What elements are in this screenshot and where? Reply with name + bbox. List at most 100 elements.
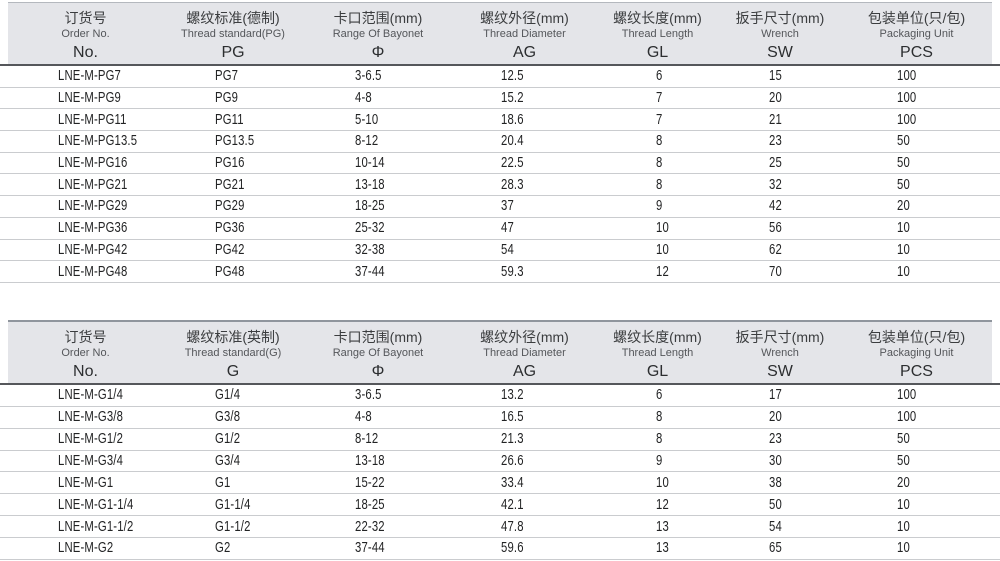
cell-value: 13 [656, 518, 669, 535]
table-cell: PG7 [163, 66, 303, 87]
cell-value: 10 [897, 241, 910, 258]
table-cell: 21.3 [453, 429, 596, 450]
table-cell: 8-12 [303, 429, 453, 450]
cell-value: 62 [769, 241, 782, 258]
cell-value: 9 [656, 452, 663, 469]
table-cell: 15 [719, 66, 841, 87]
header-label-zh: 螺纹长度(mm) [613, 328, 702, 345]
table-cell: 8-12 [303, 131, 453, 152]
table-cell: PG36 [163, 218, 303, 239]
cell-value: LNE-M-PG21 [58, 176, 128, 193]
cell-value: 100 [897, 111, 917, 128]
table-cell: PG29 [163, 196, 303, 217]
table-cell: LNE-M-PG7 [0, 66, 163, 87]
table-cell: 59.6 [453, 538, 596, 559]
cell-value: 100 [897, 90, 917, 107]
cell-value: 6 [656, 387, 663, 404]
table-cell: 4-8 [303, 407, 453, 428]
table-row: LNE-M-G3/4 G3/4 13-18 26.6 9 30 50 [0, 450, 1000, 473]
cell-value: PG11 [215, 111, 244, 128]
cell-value: 9 [656, 198, 663, 215]
table-cell: 10 [841, 240, 1000, 261]
cell-value: 8-12 [355, 431, 379, 448]
cell-value: 15-22 [355, 474, 385, 491]
table-cell: 37-44 [303, 538, 453, 559]
table-cell: 23 [719, 429, 841, 450]
header-label-code: No. [73, 362, 98, 380]
header-order-no: 订货号 Order No. No. [8, 3, 163, 64]
table-cell: 100 [841, 385, 1000, 406]
table-cell: 42.1 [453, 494, 596, 515]
table-cell: 10 [596, 240, 719, 261]
cell-value: 10 [656, 241, 669, 258]
cell-value: 20 [769, 409, 782, 426]
cell-value: 10 [897, 496, 910, 513]
header-thread-diameter: 螺纹外径(mm) Thread Diameter AG [453, 3, 596, 64]
header-label-code: SW [767, 44, 793, 61]
header-thread-length: 螺纹长度(mm) Thread Length GL [596, 322, 719, 383]
cell-value: 54 [501, 241, 514, 258]
cell-value: 10 [656, 220, 669, 237]
table-cell: LNE-M-PG21 [0, 174, 163, 195]
header-label-en: Packaging Unit [879, 346, 954, 359]
table-cell: 25 [719, 153, 841, 174]
table-cell: 25-32 [303, 218, 453, 239]
cell-value: 30 [769, 452, 782, 469]
cell-value: LNE-M-G1-1/4 [58, 496, 134, 513]
table-cell: 38 [719, 472, 841, 493]
cell-value: 23 [769, 133, 782, 150]
cell-value: 20 [897, 198, 910, 215]
table-cell: 15.2 [453, 88, 596, 109]
header-wrench-size: 扳手尺寸(mm) Wrench SW [719, 322, 841, 383]
cell-value: G1-1/2 [215, 518, 251, 535]
table-cell: LNE-M-PG13.5 [0, 131, 163, 152]
g-table-header: 订货号 Order No. No. 螺纹标准(英制) Thread standa… [8, 319, 992, 383]
table-cell: 65 [719, 538, 841, 559]
cell-value: 18-25 [355, 496, 385, 513]
table-cell: 32-38 [303, 240, 453, 261]
table-cell: 10 [841, 516, 1000, 537]
header-label-code: SW [767, 362, 793, 380]
table-cell: 8 [596, 153, 719, 174]
header-order-no: 订货号 Order No. No. [8, 322, 163, 383]
header-wrench-size: 扳手尺寸(mm) Wrench SW [719, 3, 841, 64]
table-row: LNE-M-PG9 PG9 4-8 15.2 7 20 100 [0, 87, 1000, 110]
cell-value: LNE-M-G1 [58, 474, 114, 491]
cell-value: LNE-M-PG16 [58, 155, 128, 172]
table-cell: 50 [841, 429, 1000, 450]
table-cell: PG16 [163, 153, 303, 174]
cell-value: 37-44 [355, 263, 385, 280]
header-label-code: PCS [900, 44, 933, 61]
cell-value: 59.6 [501, 540, 524, 557]
table-cell: 18-25 [303, 494, 453, 515]
cell-value: 26.6 [501, 452, 524, 469]
table-cell: 8 [596, 407, 719, 428]
cell-value: LNE-M-PG42 [58, 241, 128, 258]
header-label-code: GL [646, 362, 669, 380]
cell-value: 20.4 [501, 133, 524, 150]
table-cell: 18-25 [303, 196, 453, 217]
table-cell: LNE-M-G2 [0, 538, 163, 559]
header-label-zh: 包装单位(只/包) [867, 328, 966, 345]
header-label-zh: 扳手尺寸(mm) [735, 10, 825, 26]
table-row: LNE-M-PG11 PG11 5-10 18.6 7 21 100 [0, 109, 1000, 132]
cell-value: 28.3 [501, 176, 524, 193]
table-cell: 6 [596, 66, 719, 87]
header-label-code: G [226, 362, 240, 380]
table-cell: G1-1/4 [163, 494, 303, 515]
table-cell: LNE-M-PG9 [0, 88, 163, 109]
table-cell: G3/4 [163, 451, 303, 472]
table-row: LNE-M-G1 G1 15-22 33.4 10 38 20 [0, 472, 1000, 495]
table-cell: 22.5 [453, 153, 596, 174]
table-cell: 10 [841, 261, 1000, 282]
cell-value: PG48 [215, 263, 245, 280]
pg-thread-table: 订货号 Order No. No. 螺纹标准(德制) Thread standa… [0, 2, 1000, 283]
table-cell: 13 [596, 538, 719, 559]
cell-value: 7 [656, 111, 663, 128]
cell-value: 25 [769, 155, 782, 172]
table-row: LNE-M-G2 G2 37-44 59.6 13 65 10 [0, 538, 1000, 560]
cell-value: 13.2 [501, 387, 524, 404]
table-cell: 8 [596, 131, 719, 152]
table-cell: 21 [719, 109, 841, 130]
